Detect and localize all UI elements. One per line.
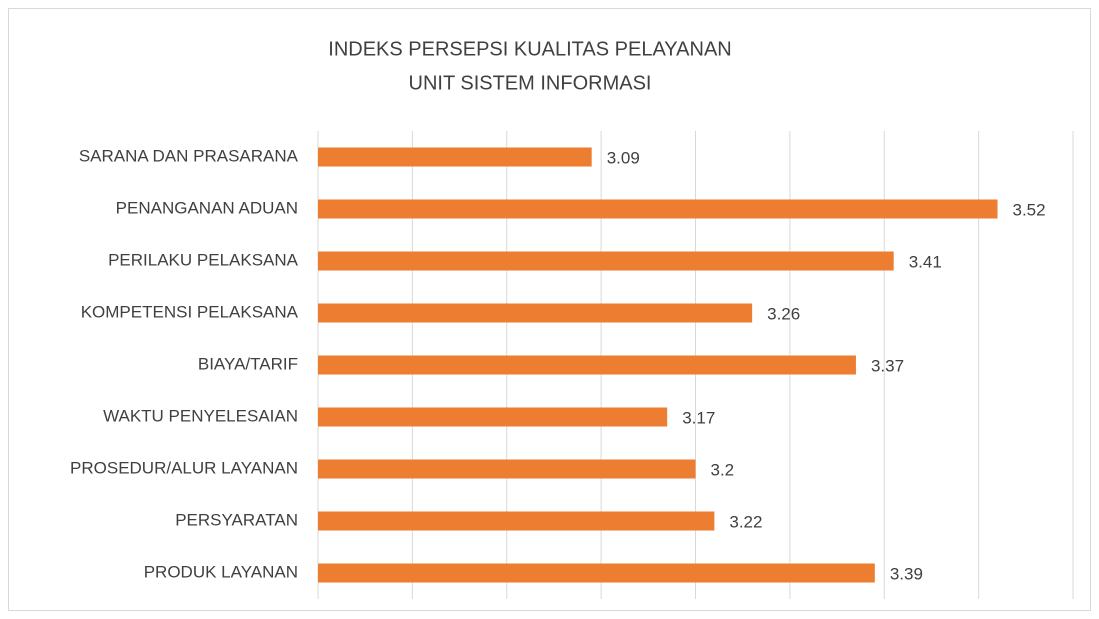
- y-tick-label: PRODUK LAYANAN: [144, 562, 298, 581]
- value-label: 3.52: [1013, 200, 1046, 219]
- bar: [318, 563, 875, 583]
- y-tick-label: SARANA DAN PRASARANA: [79, 146, 299, 165]
- bar: [318, 199, 998, 219]
- chart-title: INDEKS PERSEPSI KUALITAS PELAYANAN: [328, 38, 731, 60]
- bar: [318, 303, 753, 323]
- y-tick-label: PROSEDUR/ALUR LAYANAN: [70, 458, 298, 477]
- value-label: 3.22: [729, 512, 762, 531]
- bar: [318, 251, 894, 271]
- y-tick-label: WAKTU PENYELESAIAN: [103, 406, 298, 425]
- value-label: 3.09: [607, 148, 640, 167]
- y-tick-label: KOMPETENSI PELAKSANA: [81, 302, 299, 321]
- value-label: 3.26: [767, 304, 800, 323]
- y-tick-label: PERILAKU PELAKSANA: [108, 250, 299, 269]
- y-tick-label: BIAYA/TARIF: [198, 354, 298, 373]
- y-tick-label: PENANGANAN ADUAN: [116, 198, 298, 217]
- value-label: 3.39: [890, 564, 923, 583]
- value-label: 3.2: [711, 460, 735, 479]
- bar: [318, 511, 715, 531]
- value-label: 3.41: [909, 252, 942, 271]
- value-label: 3.17: [682, 408, 715, 427]
- bar: [318, 147, 592, 167]
- bar: [318, 355, 856, 375]
- bar: [318, 407, 668, 427]
- bar: [318, 459, 696, 479]
- value-label: 3.37: [871, 356, 904, 375]
- y-tick-label: PERSYARATAN: [175, 510, 298, 529]
- chart-title: UNIT SISTEM INFORMASI: [409, 72, 652, 94]
